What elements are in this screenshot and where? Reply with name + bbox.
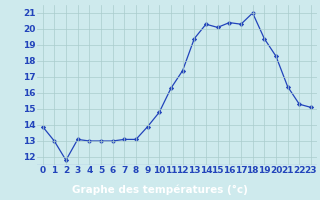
Text: Graphe des températures (°c): Graphe des températures (°c)	[72, 184, 248, 195]
